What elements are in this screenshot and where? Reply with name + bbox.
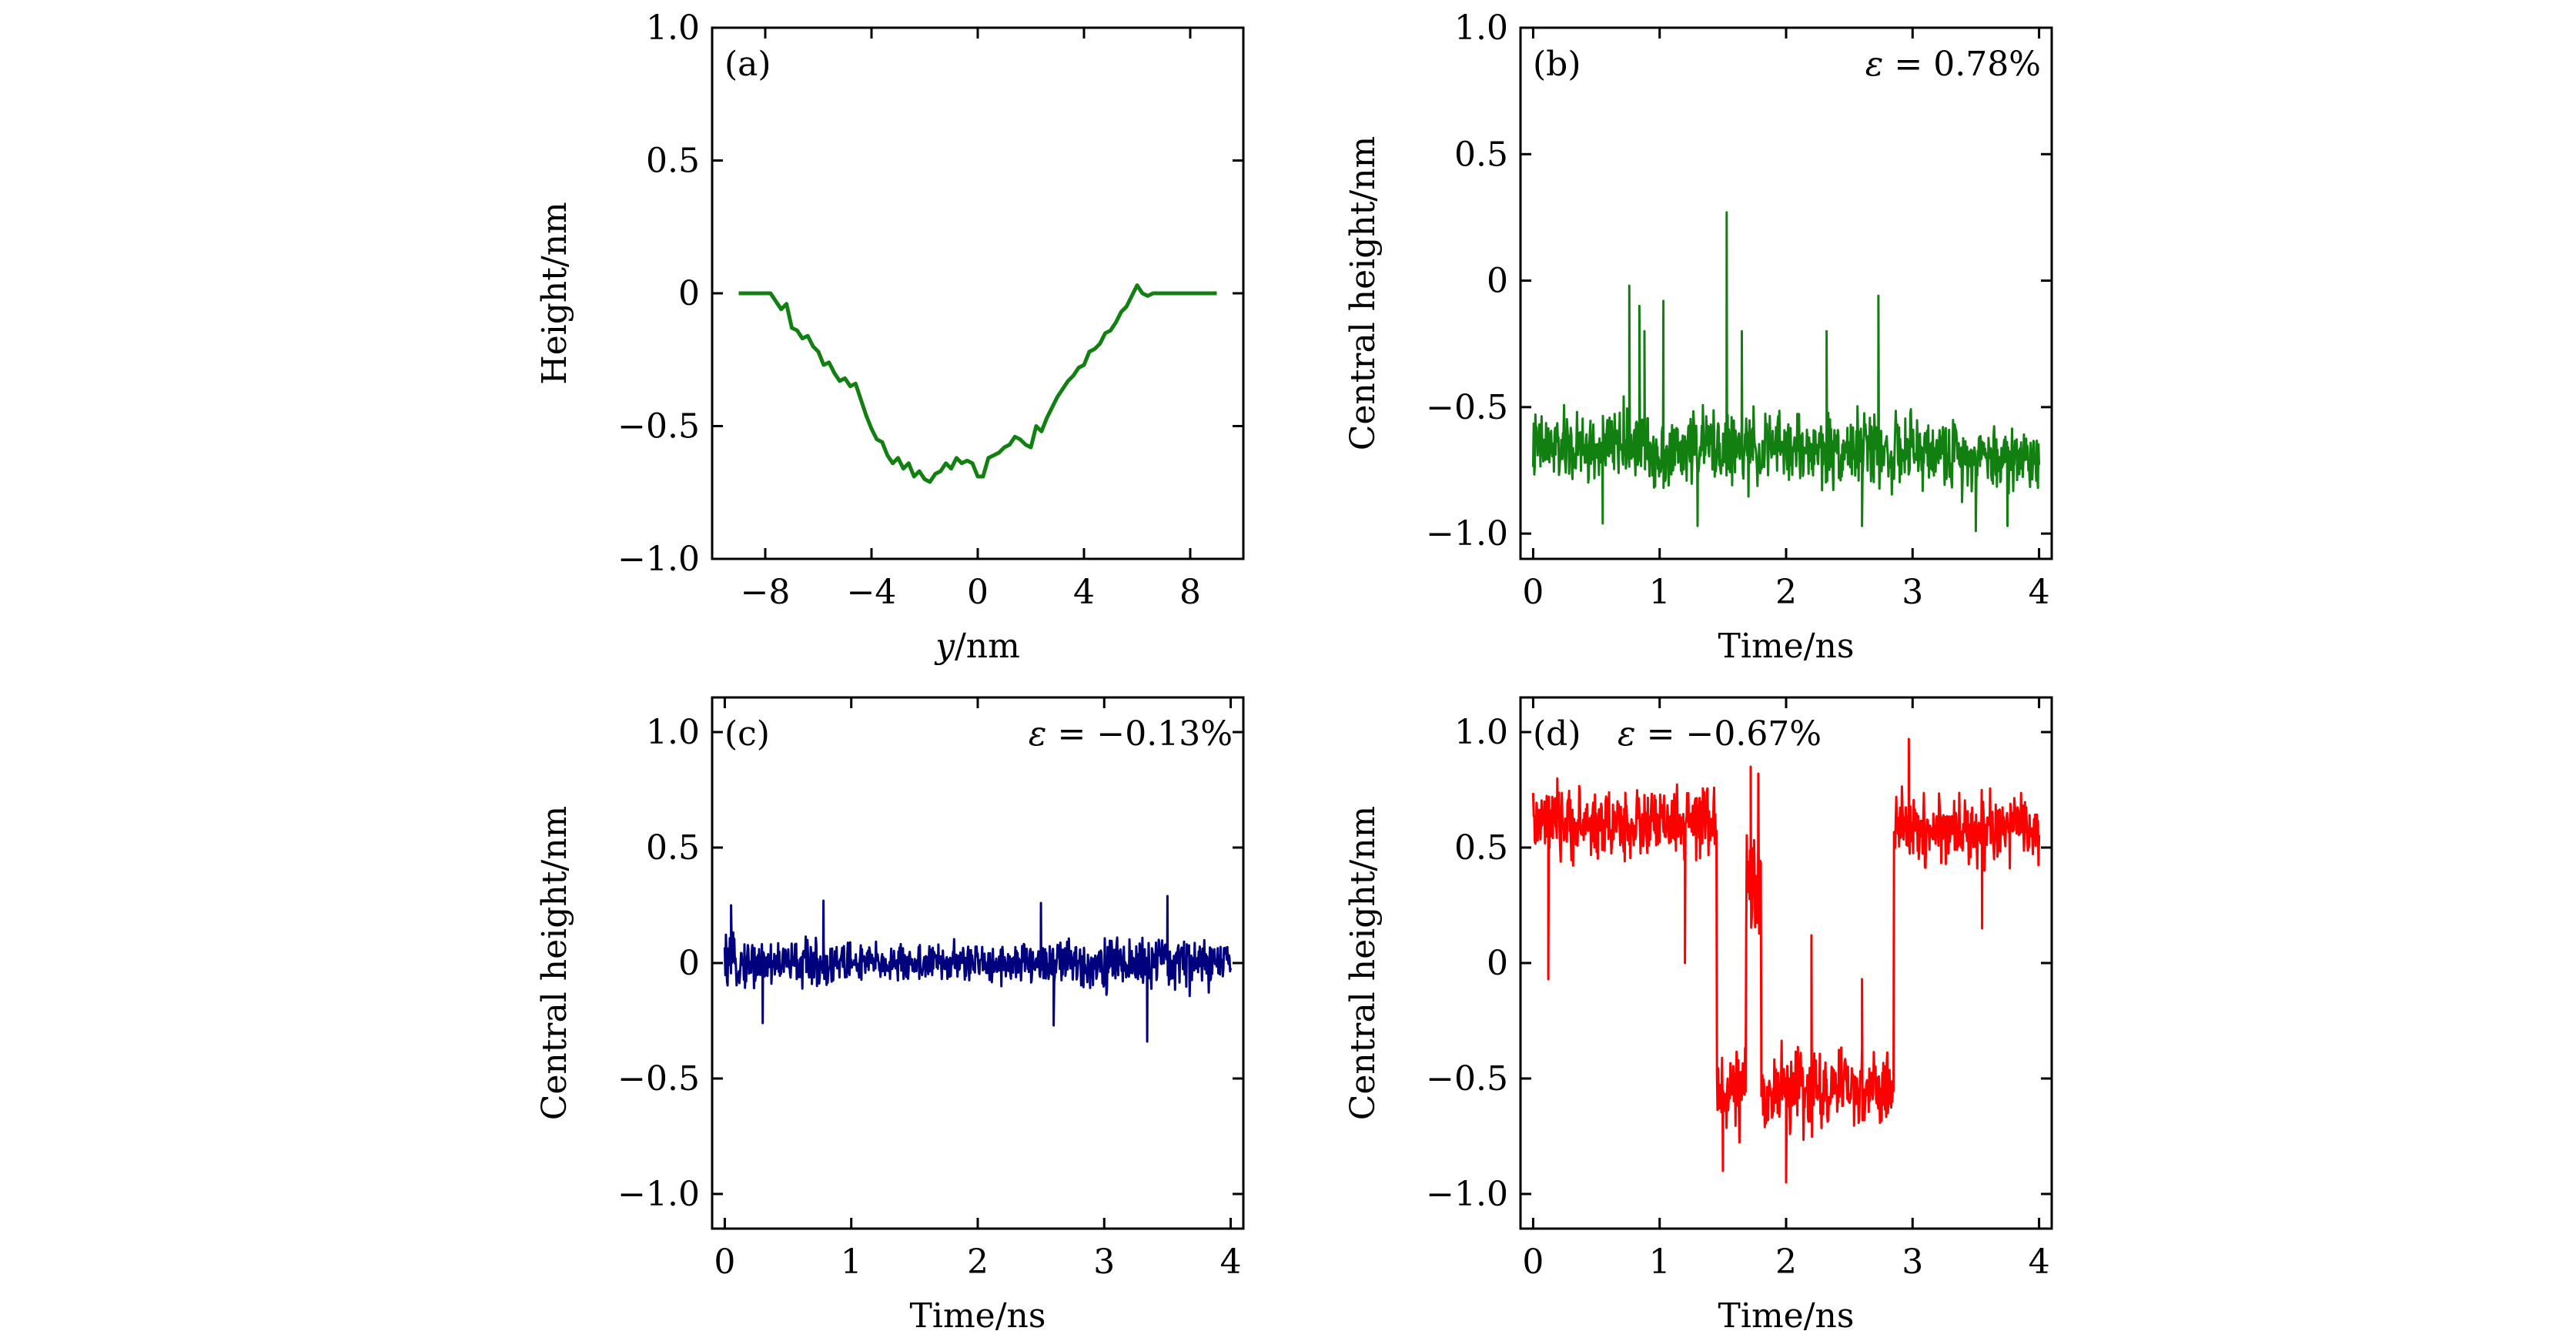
x-tick-label: 3 bbox=[1093, 1242, 1115, 1282]
x-tick-label: 8 bbox=[1179, 573, 1201, 612]
y-tick-label: −1.0 bbox=[617, 540, 700, 579]
x-tick-label: 4 bbox=[1220, 1242, 1242, 1282]
x-axis-label: y/nm bbox=[934, 627, 1020, 666]
x-tick-label: 0 bbox=[1522, 573, 1544, 612]
y-axis-label: Central height/nm bbox=[535, 806, 574, 1121]
x-tick-label: 1 bbox=[841, 1242, 862, 1282]
x-tick-label: −4 bbox=[847, 573, 897, 612]
strain-annotation: ε = −0.67% bbox=[1618, 714, 1822, 754]
y-tick-label: 0 bbox=[1487, 262, 1508, 301]
panel-b: 0 1 2 3 4 1.0 0.5 0 −0.5 −1.0 Time/ns Central heigh… bbox=[1343, 8, 2053, 666]
x-tick-label: 3 bbox=[1902, 573, 1923, 612]
x-tick-label: 0 bbox=[1522, 1242, 1544, 1282]
y-axis-label: Central height/nm bbox=[1343, 136, 1383, 451]
series-line-c bbox=[723, 895, 1233, 1043]
strain-annotation: ε = 0.78% bbox=[1865, 45, 2041, 84]
y-tick-label: −0.5 bbox=[617, 1059, 700, 1099]
panel-d: 0 1 2 3 4 1.0 0.5 0 −0.5 −1.0 Time/ns Central heigh… bbox=[1343, 696, 2053, 1336]
y-tick-label: 1.0 bbox=[1454, 713, 1508, 752]
y-tick-label: 0 bbox=[678, 274, 700, 313]
y-tick-label: −1.0 bbox=[617, 1175, 700, 1214]
panel-label: (a) bbox=[724, 45, 771, 84]
x-axis-label: Time/ns bbox=[910, 1296, 1046, 1336]
series-line-d bbox=[1531, 737, 2041, 1184]
y-tick-label: 0.5 bbox=[1454, 135, 1508, 174]
y-tick-label: −1.0 bbox=[1426, 1175, 1508, 1214]
y-tick-label: 0.5 bbox=[646, 142, 700, 181]
y-tick-label: 1.0 bbox=[646, 713, 700, 752]
x-tick-label: 4 bbox=[2029, 573, 2050, 612]
x-tick-label: 1 bbox=[1649, 573, 1671, 612]
x-tick-label: 0 bbox=[967, 573, 989, 612]
y-tick-label: 1.0 bbox=[646, 8, 700, 48]
panel-label: (b) bbox=[1533, 45, 1581, 84]
y-tick-label: −0.5 bbox=[617, 407, 700, 446]
y-tick-label: −0.5 bbox=[1426, 388, 1508, 427]
x-tick-label: 0 bbox=[714, 1242, 735, 1282]
panel-a: −8 −4 0 4 8 1.0 0.5 0 −0.5 −1.0 y/nm Height/nm (a) bbox=[535, 8, 1245, 666]
x-tick-label: 4 bbox=[2029, 1242, 2050, 1282]
series-line-b bbox=[1531, 211, 2041, 533]
panel-label: (c) bbox=[724, 714, 770, 754]
series-line-a bbox=[738, 283, 1217, 484]
x-tick-label: 2 bbox=[967, 1242, 989, 1282]
x-tick-label: −8 bbox=[741, 573, 791, 612]
panel-c: 0 1 2 3 4 1.0 0.5 0 −0.5 −1.0 Time/ns Central heigh… bbox=[535, 696, 1245, 1336]
x-tick-label: 4 bbox=[1073, 573, 1095, 612]
y-tick-label: 0 bbox=[1487, 944, 1508, 983]
x-tick-label: 2 bbox=[1775, 573, 1797, 612]
x-tick-label: 3 bbox=[1902, 1242, 1923, 1282]
y-tick-label: 1.0 bbox=[1454, 8, 1508, 48]
y-axis-label: Height/nm bbox=[535, 202, 574, 385]
y-tick-label: −1.0 bbox=[1426, 514, 1508, 553]
y-tick-label: 0 bbox=[678, 944, 700, 983]
y-tick-label: 0.5 bbox=[646, 828, 700, 868]
strain-annotation: ε = −0.13% bbox=[1029, 714, 1233, 754]
x-tick-label: 1 bbox=[1649, 1242, 1671, 1282]
x-tick-label: 2 bbox=[1775, 1242, 1797, 1282]
x-axis-label: Time/ns bbox=[1718, 1296, 1855, 1336]
y-tick-label: 0.5 bbox=[1454, 828, 1508, 868]
x-axis-label: Time/ns bbox=[1718, 627, 1855, 666]
panel-label: (d) bbox=[1533, 714, 1581, 754]
y-axis-label: Central height/nm bbox=[1343, 806, 1383, 1121]
y-tick-label: −0.5 bbox=[1426, 1059, 1508, 1099]
